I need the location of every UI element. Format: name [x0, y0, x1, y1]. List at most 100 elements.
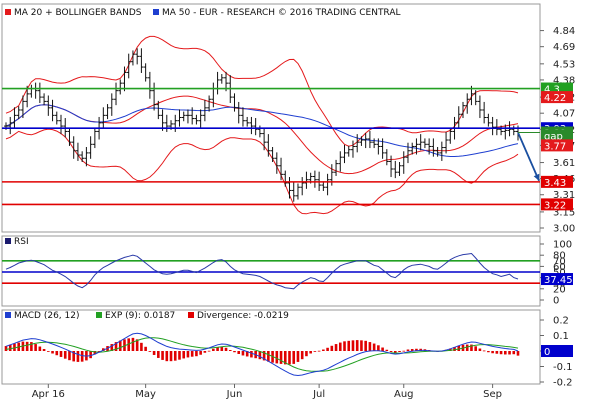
- rsi-panel: RSI 100806040200 70503037.45: [1, 235, 573, 307]
- divergence-bar: [334, 344, 338, 351]
- divergence-bar: [347, 340, 351, 351]
- divergence-bar: [8, 344, 12, 351]
- svg-text:4.3: 4.3: [544, 85, 560, 96]
- rsi-legend: RSI: [5, 237, 29, 247]
- divergence-bar: [470, 344, 473, 351]
- divergence-bar: [245, 351, 249, 357]
- divergence-bar: [241, 351, 245, 356]
- divergence-bar: [474, 346, 477, 351]
- ohlc-bar: [295, 183, 300, 200]
- divergence-bar: [47, 351, 50, 352]
- ohlc-bar: [207, 95, 212, 112]
- divergence-bar: [182, 351, 186, 359]
- divergence-bar: [152, 351, 156, 355]
- ohlc-bar: [135, 48, 140, 65]
- ohlc-bar: [80, 151, 85, 163]
- ohlc-bar: [139, 48, 144, 73]
- ohlc-bar: [355, 134, 360, 153]
- svg-text:37.45: 37.45: [544, 275, 573, 286]
- divergence-bar: [118, 340, 122, 351]
- price-tick-label: 4.53: [553, 59, 575, 70]
- ohlc-bar: [25, 85, 30, 108]
- divergence-bar: [228, 350, 232, 351]
- price-tick-label: 3.61: [553, 158, 575, 169]
- divergence-bar: [275, 351, 279, 364]
- exp-legend-swatch: [96, 312, 102, 318]
- ohlc-bar: [397, 162, 402, 176]
- ohlc-bar: [236, 101, 241, 124]
- divergence-bar: [478, 348, 482, 351]
- divergence-bar: [148, 351, 152, 352]
- divergence-bar: [51, 351, 54, 354]
- ohlc-bar: [71, 136, 76, 159]
- divergence-bar: [80, 351, 84, 362]
- projection-arrow: [517, 132, 540, 182]
- divergence-bar: [144, 346, 147, 351]
- ohlc-bar: [304, 171, 309, 189]
- divergence-bar: [59, 351, 63, 357]
- divergence-bar: [13, 343, 16, 351]
- divergence-bar: [499, 351, 503, 355]
- divergence-bar: [495, 351, 499, 354]
- ohlc-bar: [59, 114, 64, 135]
- ohlc-bar: [393, 160, 398, 179]
- ohlc-bar: [334, 159, 339, 176]
- ohlc-bar: [350, 140, 355, 158]
- divergence-bar: [448, 348, 452, 351]
- ohlc-bar: [160, 109, 165, 131]
- divergence-bar: [508, 351, 511, 355]
- level-tag: 3.43: [541, 175, 573, 189]
- svg-text:3.43: 3.43: [544, 178, 566, 189]
- ohlc-bar: [376, 138, 381, 155]
- value-tag: 3.77: [541, 139, 573, 152]
- divergence-bar: [368, 342, 372, 351]
- ohlc-bar: [101, 107, 106, 129]
- divergence-bar: [258, 351, 262, 360]
- ohlc-bar: [435, 146, 440, 157]
- divergence-bar: [360, 340, 363, 351]
- x-tick-label: Jun: [226, 389, 243, 400]
- divergence-bar: [157, 351, 160, 358]
- divergence-bar: [410, 349, 414, 351]
- price-tags: 4.33.933.433.224.223.89gap3.77: [541, 82, 573, 211]
- price-frame: [1, 3, 541, 233]
- macd-line: [5, 332, 519, 377]
- svg-text:gap: gap: [544, 132, 563, 143]
- ohlc-bar: [325, 173, 330, 196]
- rsi-line: [5, 252, 519, 290]
- ohlc-bar: [122, 66, 127, 92]
- divergence-bar: [30, 342, 33, 351]
- ohlc-bar: [173, 114, 178, 132]
- ohlc-bar: [164, 114, 169, 132]
- ohlc-bar: [92, 127, 97, 149]
- ohlc-bar: [54, 111, 59, 125]
- ohlc-bar: [130, 50, 135, 66]
- divergence-bar: [131, 337, 135, 351]
- divergence-bar: [97, 351, 101, 352]
- x-tick-label: Jul: [312, 389, 325, 400]
- divergence-bar: [195, 351, 198, 357]
- divergence-bar: [487, 351, 490, 353]
- macd-legend-label: MACD (26, 12): [14, 311, 80, 321]
- divergence-bar: [38, 346, 42, 351]
- divergence-bar: [330, 345, 334, 351]
- ohlc-bar: [88, 136, 93, 159]
- divergence-bar: [338, 342, 342, 351]
- value-tag: gap: [541, 129, 573, 143]
- macd-tick-label: -0.2: [553, 378, 573, 389]
- ma20-legend-label: MA 20 + BOLLINGER BANDS: [14, 8, 142, 18]
- divergence-bar: [178, 351, 181, 360]
- ohlc-bar: [126, 53, 131, 79]
- ohlc-bar: [503, 124, 508, 140]
- divergence-bar: [377, 345, 380, 351]
- ohlc-bar: [8, 116, 13, 135]
- ohlc-bar: [177, 109, 182, 127]
- divergence-bar: [114, 342, 118, 351]
- divergence-bar: [89, 351, 92, 359]
- divergence-bar: [491, 351, 494, 354]
- ohlc-bar: [499, 125, 504, 136]
- divergence-bar: [313, 351, 317, 352]
- rsi-tick-label: 80: [553, 251, 566, 262]
- divergence-bar: [343, 341, 346, 351]
- divergence-bar: [419, 348, 422, 351]
